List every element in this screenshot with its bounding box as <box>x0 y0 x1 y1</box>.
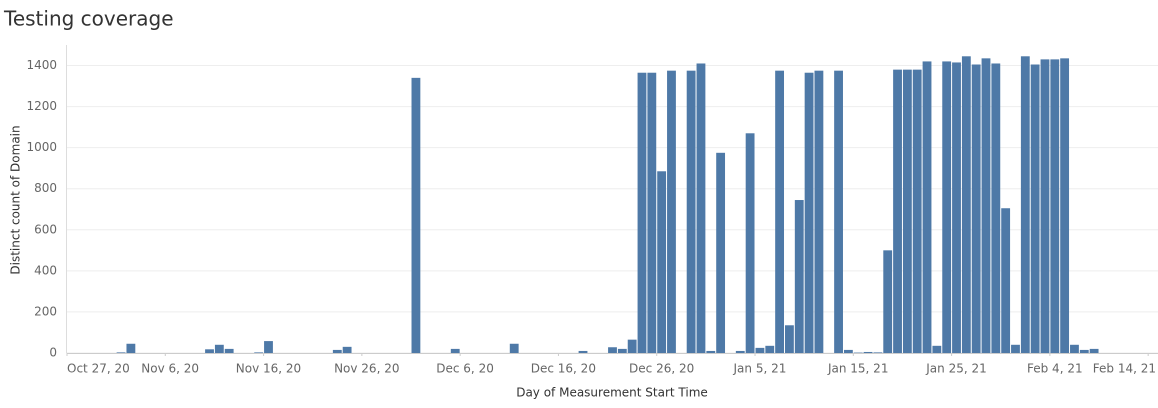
x-tick-label: Jan 5, 21 <box>733 362 787 376</box>
bar <box>843 349 853 353</box>
bar <box>942 61 952 353</box>
bar <box>509 343 519 353</box>
x-tick-label: Jan 15, 21 <box>827 362 888 376</box>
bar <box>696 63 706 353</box>
y-tick-label: 600 <box>34 222 57 236</box>
x-tick-label: Feb 4, 21 <box>1027 362 1083 376</box>
bar <box>922 61 932 353</box>
bar <box>971 64 981 354</box>
bar <box>1050 59 1060 354</box>
bar <box>342 346 352 353</box>
bar <box>657 171 667 353</box>
y-axis-title: Distinct count of Domain <box>9 125 23 274</box>
bar <box>804 72 814 353</box>
x-tick-label: Dec 26, 20 <box>629 362 694 376</box>
bar <box>224 348 234 353</box>
bar <box>1060 58 1070 353</box>
bar <box>794 200 804 353</box>
bar <box>450 348 460 353</box>
bar <box>617 348 627 353</box>
bar <box>647 72 657 353</box>
bar <box>686 70 696 354</box>
x-tick-label: Nov 16, 20 <box>236 362 301 376</box>
bar <box>116 352 126 353</box>
bar <box>873 352 883 353</box>
bar <box>893 69 902 353</box>
bar <box>912 69 922 353</box>
bar <box>745 133 755 353</box>
bar <box>667 70 676 354</box>
bar <box>1070 344 1079 353</box>
bar <box>883 250 893 353</box>
bar <box>863 351 873 353</box>
bar <box>214 344 224 353</box>
bar <box>834 70 843 354</box>
bar <box>981 58 991 353</box>
bar <box>332 349 342 353</box>
x-tick-label: Feb 14, 21 <box>1093 362 1156 376</box>
bar <box>627 339 637 353</box>
x-tick-label: Oct 27, 20 <box>67 362 130 376</box>
bar <box>1020 56 1030 353</box>
y-tick-label: 0 <box>49 346 57 360</box>
y-tick-label: 800 <box>34 181 57 195</box>
bar <box>775 70 785 354</box>
x-tick-label: Dec 6, 20 <box>436 362 494 376</box>
bar <box>765 345 775 353</box>
y-tick-label: 1200 <box>26 99 57 113</box>
bar <box>637 72 647 353</box>
x-axis-title: Day of Measurement Start Time <box>516 386 708 400</box>
bar <box>1030 64 1040 354</box>
y-tick-label: 1000 <box>26 140 57 154</box>
x-tick-label: Nov 26, 20 <box>334 362 399 376</box>
y-tick-label: 1400 <box>26 58 57 72</box>
bar <box>735 350 745 353</box>
bar <box>254 352 264 353</box>
bar <box>814 70 824 354</box>
bar <box>1011 344 1020 353</box>
y-tick-label: 200 <box>34 304 57 318</box>
x-tick-label: Nov 6, 20 <box>141 362 199 376</box>
bar <box>578 350 588 353</box>
bar <box>264 341 273 353</box>
bar <box>1001 208 1011 353</box>
bar <box>785 325 794 353</box>
bar <box>902 69 912 353</box>
bar <box>706 350 716 353</box>
bar <box>126 343 136 353</box>
bar <box>1079 349 1089 353</box>
bar <box>991 63 1001 353</box>
bar <box>952 62 961 353</box>
bar <box>755 347 765 353</box>
bar <box>932 345 942 353</box>
x-tick-label: Dec 16, 20 <box>531 362 596 376</box>
bar <box>205 349 214 353</box>
y-tick-label: 400 <box>34 263 57 277</box>
bar <box>1040 59 1050 354</box>
chart-title: Testing coverage <box>3 7 174 31</box>
bar <box>411 77 421 353</box>
bar <box>1089 348 1099 353</box>
bar <box>961 56 971 353</box>
x-tick-label: Jan 25, 21 <box>925 362 986 376</box>
bar <box>608 347 617 353</box>
bar <box>716 152 726 353</box>
